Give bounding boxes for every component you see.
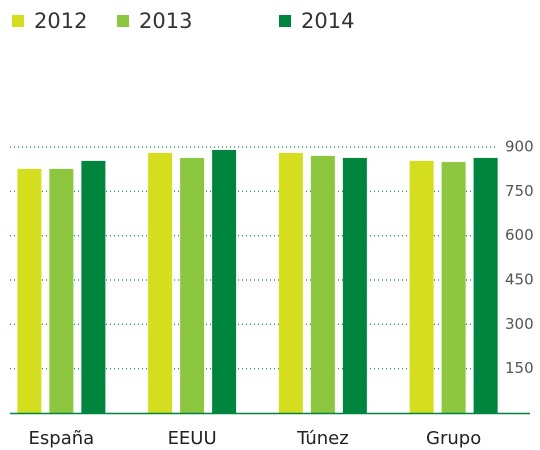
bar — [310, 155, 335, 413]
bar — [81, 160, 106, 413]
legend-label: 2013 — [139, 9, 192, 33]
legend-swatch — [117, 15, 129, 27]
y-tick-label: 150 — [505, 359, 534, 377]
x-tick-label: Grupo — [426, 428, 481, 449]
bar — [17, 168, 42, 413]
bar — [409, 160, 434, 413]
x-tick-label: EEUU — [168, 428, 217, 449]
legend-swatch — [12, 15, 24, 27]
y-tick-label: 900 — [505, 138, 534, 156]
bar — [278, 152, 303, 413]
legend-label: 2012 — [34, 9, 87, 33]
bar — [49, 168, 74, 413]
y-tick-label: 600 — [505, 226, 534, 244]
x-tick-label: Túnez — [296, 428, 349, 449]
bar — [180, 157, 205, 413]
bar — [342, 157, 367, 413]
legend-swatch — [279, 15, 291, 27]
bar — [441, 162, 466, 413]
x-tick-label: España — [29, 428, 95, 449]
legend-label: 2014 — [301, 9, 354, 33]
y-tick-label: 450 — [505, 271, 534, 289]
y-tick-label: 300 — [505, 315, 534, 333]
bar — [212, 149, 237, 413]
bar — [148, 152, 173, 413]
bar — [473, 157, 498, 413]
y-tick-label: 750 — [505, 182, 534, 200]
